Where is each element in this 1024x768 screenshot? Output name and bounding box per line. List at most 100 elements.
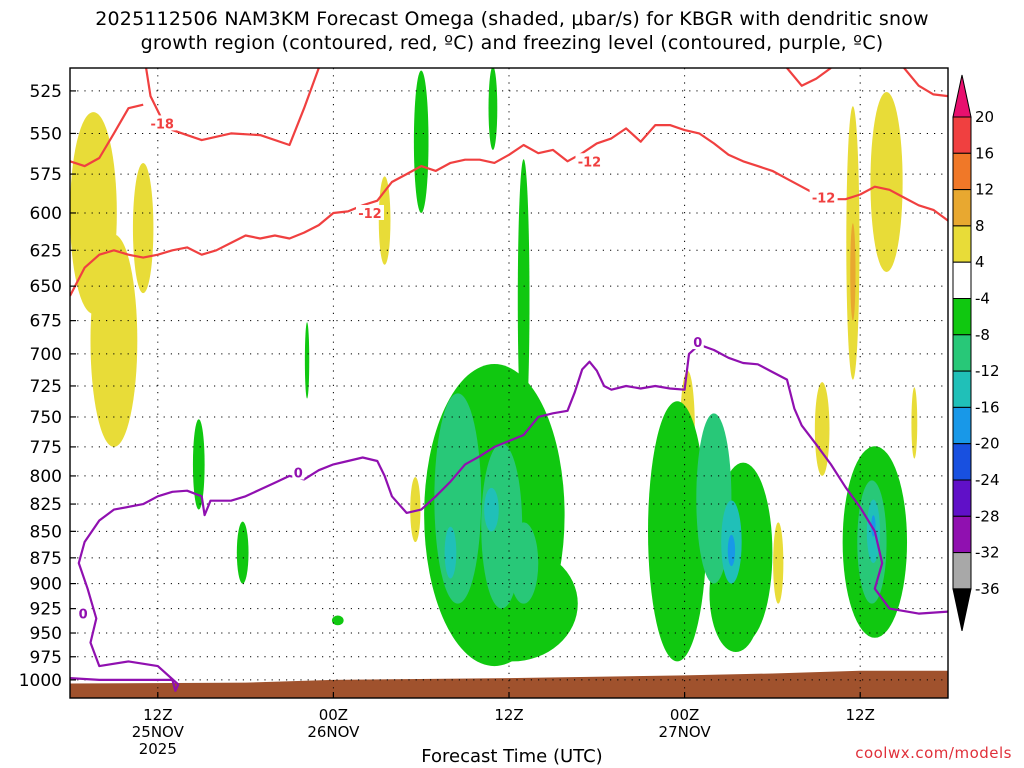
colorbar-segment-4: [952, 225, 972, 263]
rise-region: [517, 159, 530, 441]
rise-region-peak: [727, 534, 736, 567]
y-tick-label-575: 575: [30, 165, 62, 185]
colorbar: 20 16 12 8 4 -4 -8 -12 -16 -20 -24 -28 -32 -36: [952, 74, 1000, 632]
chart-title-line2: growth region (contoured, red, ºC) and f…: [140, 32, 884, 54]
contour-label-bg-2: [575, 153, 604, 169]
chart-title-line1: 2025112506 NAM3KM Forecast Omega (shaded…: [95, 8, 929, 30]
x-tick-label-0-2: 2025: [139, 740, 177, 758]
colorbar-label-4: 4: [975, 253, 985, 271]
y-tick-label-600: 600: [30, 204, 62, 224]
x-tick-label-4-0: 12Z: [846, 706, 875, 724]
y-tick-label-1000: 1000: [19, 671, 62, 691]
y-tick-label-725: 725: [30, 377, 62, 397]
colorbar-label-9: -20: [975, 435, 1000, 453]
colorbar-label-7: -12: [975, 362, 1000, 380]
rise-region: [488, 68, 498, 150]
x-tick-label-3-0: 00Z: [670, 706, 699, 724]
ground-terrain: [70, 670, 948, 698]
colorbar-bottom-arrow: [952, 588, 972, 632]
contour-label-bg-1: [355, 204, 384, 220]
colorbar-segment-8: [952, 370, 972, 408]
rise-region-strong: [484, 487, 499, 532]
rise-region: [648, 401, 707, 662]
contour-dgz_top_far: [903, 68, 948, 98]
sink-region: [90, 234, 138, 447]
contour-dgz_top_right: [786, 68, 832, 87]
y-tick-label-750: 750: [30, 408, 62, 428]
contour-label-bg-6: [691, 334, 704, 350]
y-tick-label-775: 775: [30, 438, 62, 458]
rise-region: [236, 521, 249, 584]
colorbar-label-11: -28: [975, 507, 1000, 525]
y-tick-label-700: 700: [30, 345, 62, 365]
colorbar-label-6: -8: [975, 326, 990, 344]
colorbar-segment-5: [952, 261, 972, 300]
colorbar-label-2: 12: [975, 181, 994, 199]
contours: [70, 68, 948, 692]
colorbar-label-0: 20: [975, 108, 994, 126]
y-tick-label-950: 950: [30, 624, 62, 644]
contour-label-bg-3: [809, 189, 838, 205]
rise-region: [413, 70, 429, 213]
x-tick-label-3-1: 27NOV: [659, 723, 712, 741]
contour-label-6: 0: [693, 336, 702, 351]
y-tick-label-625: 625: [30, 241, 62, 261]
sink-region: [870, 92, 903, 272]
y-tick-label-800: 800: [30, 467, 62, 487]
colorbar-segment-7: [952, 334, 972, 372]
contour-label-bg-5: [77, 605, 90, 621]
contour-label-bg-4: [292, 464, 305, 480]
omega-shading: [70, 68, 948, 698]
colorbar-top-arrow: [952, 74, 972, 118]
y-tick-label-550: 550: [30, 124, 62, 144]
rise-region: [304, 322, 310, 399]
y-tick-label-850: 850: [30, 522, 62, 542]
colorbar-segment-3: [952, 189, 972, 227]
colorbar-segment-2: [952, 152, 972, 191]
colorbar-label-1: 16: [975, 144, 994, 162]
sink-region: [378, 176, 391, 265]
colorbar-label-10: -24: [975, 471, 1000, 489]
y-tick-label-975: 975: [30, 648, 62, 668]
rise-region-strong: [444, 526, 457, 579]
site-credit: coolwx.com/models: [855, 744, 1012, 762]
contour-dgz_lower: [70, 124, 948, 297]
y-tick-label-825: 825: [30, 495, 62, 515]
sink-region: [911, 387, 918, 459]
rise-region-moderate: [434, 393, 482, 604]
contour-label-3: -12: [812, 192, 836, 207]
contour-label-4: 0: [294, 466, 303, 481]
y-tick-label-900: 900: [30, 575, 62, 595]
colorbar-label-3: 8: [975, 217, 985, 235]
colorbar-segment-1: [952, 116, 972, 154]
colorbar-label-13: -36: [975, 580, 1000, 598]
contour-label-0: -18: [150, 117, 174, 132]
sink-region: [814, 382, 830, 476]
x-tick-label-1-0: 00Z: [319, 706, 348, 724]
rise-region-moderate: [509, 522, 539, 604]
x-tick-label-0-0: 12Z: [143, 706, 172, 724]
x-axis-title: Forecast Time (UTC): [421, 746, 603, 767]
x-tick-label-1-1: 26NOV: [307, 723, 360, 741]
colorbar-label-8: -16: [975, 398, 1000, 416]
contour-dgz_upper: [145, 68, 320, 147]
sink-region: [773, 522, 784, 604]
contour-label-5: 0: [79, 608, 88, 623]
colorbar-segment-11: [952, 479, 972, 517]
y-tick-label-650: 650: [30, 277, 62, 297]
sink-region: [410, 477, 421, 543]
rise-region: [446, 545, 578, 662]
y-tick-label-675: 675: [30, 312, 62, 332]
colorbar-segment-10: [952, 443, 972, 481]
y-axis: 525 550 575 600 625 650 675 700 725 750 775 800 825 8…: [19, 82, 76, 691]
colorbar-label-5: -4: [975, 290, 990, 308]
contour-label-1: -12: [358, 207, 382, 222]
colorbar-segment-13: [952, 552, 972, 590]
sink-region: [132, 163, 154, 294]
contour-label-bg-0: [148, 115, 177, 131]
colorbar-segment-9: [952, 406, 972, 445]
x-tick-label-0-1: 25NOV: [132, 723, 185, 741]
y-tick-label-925: 925: [30, 600, 62, 620]
